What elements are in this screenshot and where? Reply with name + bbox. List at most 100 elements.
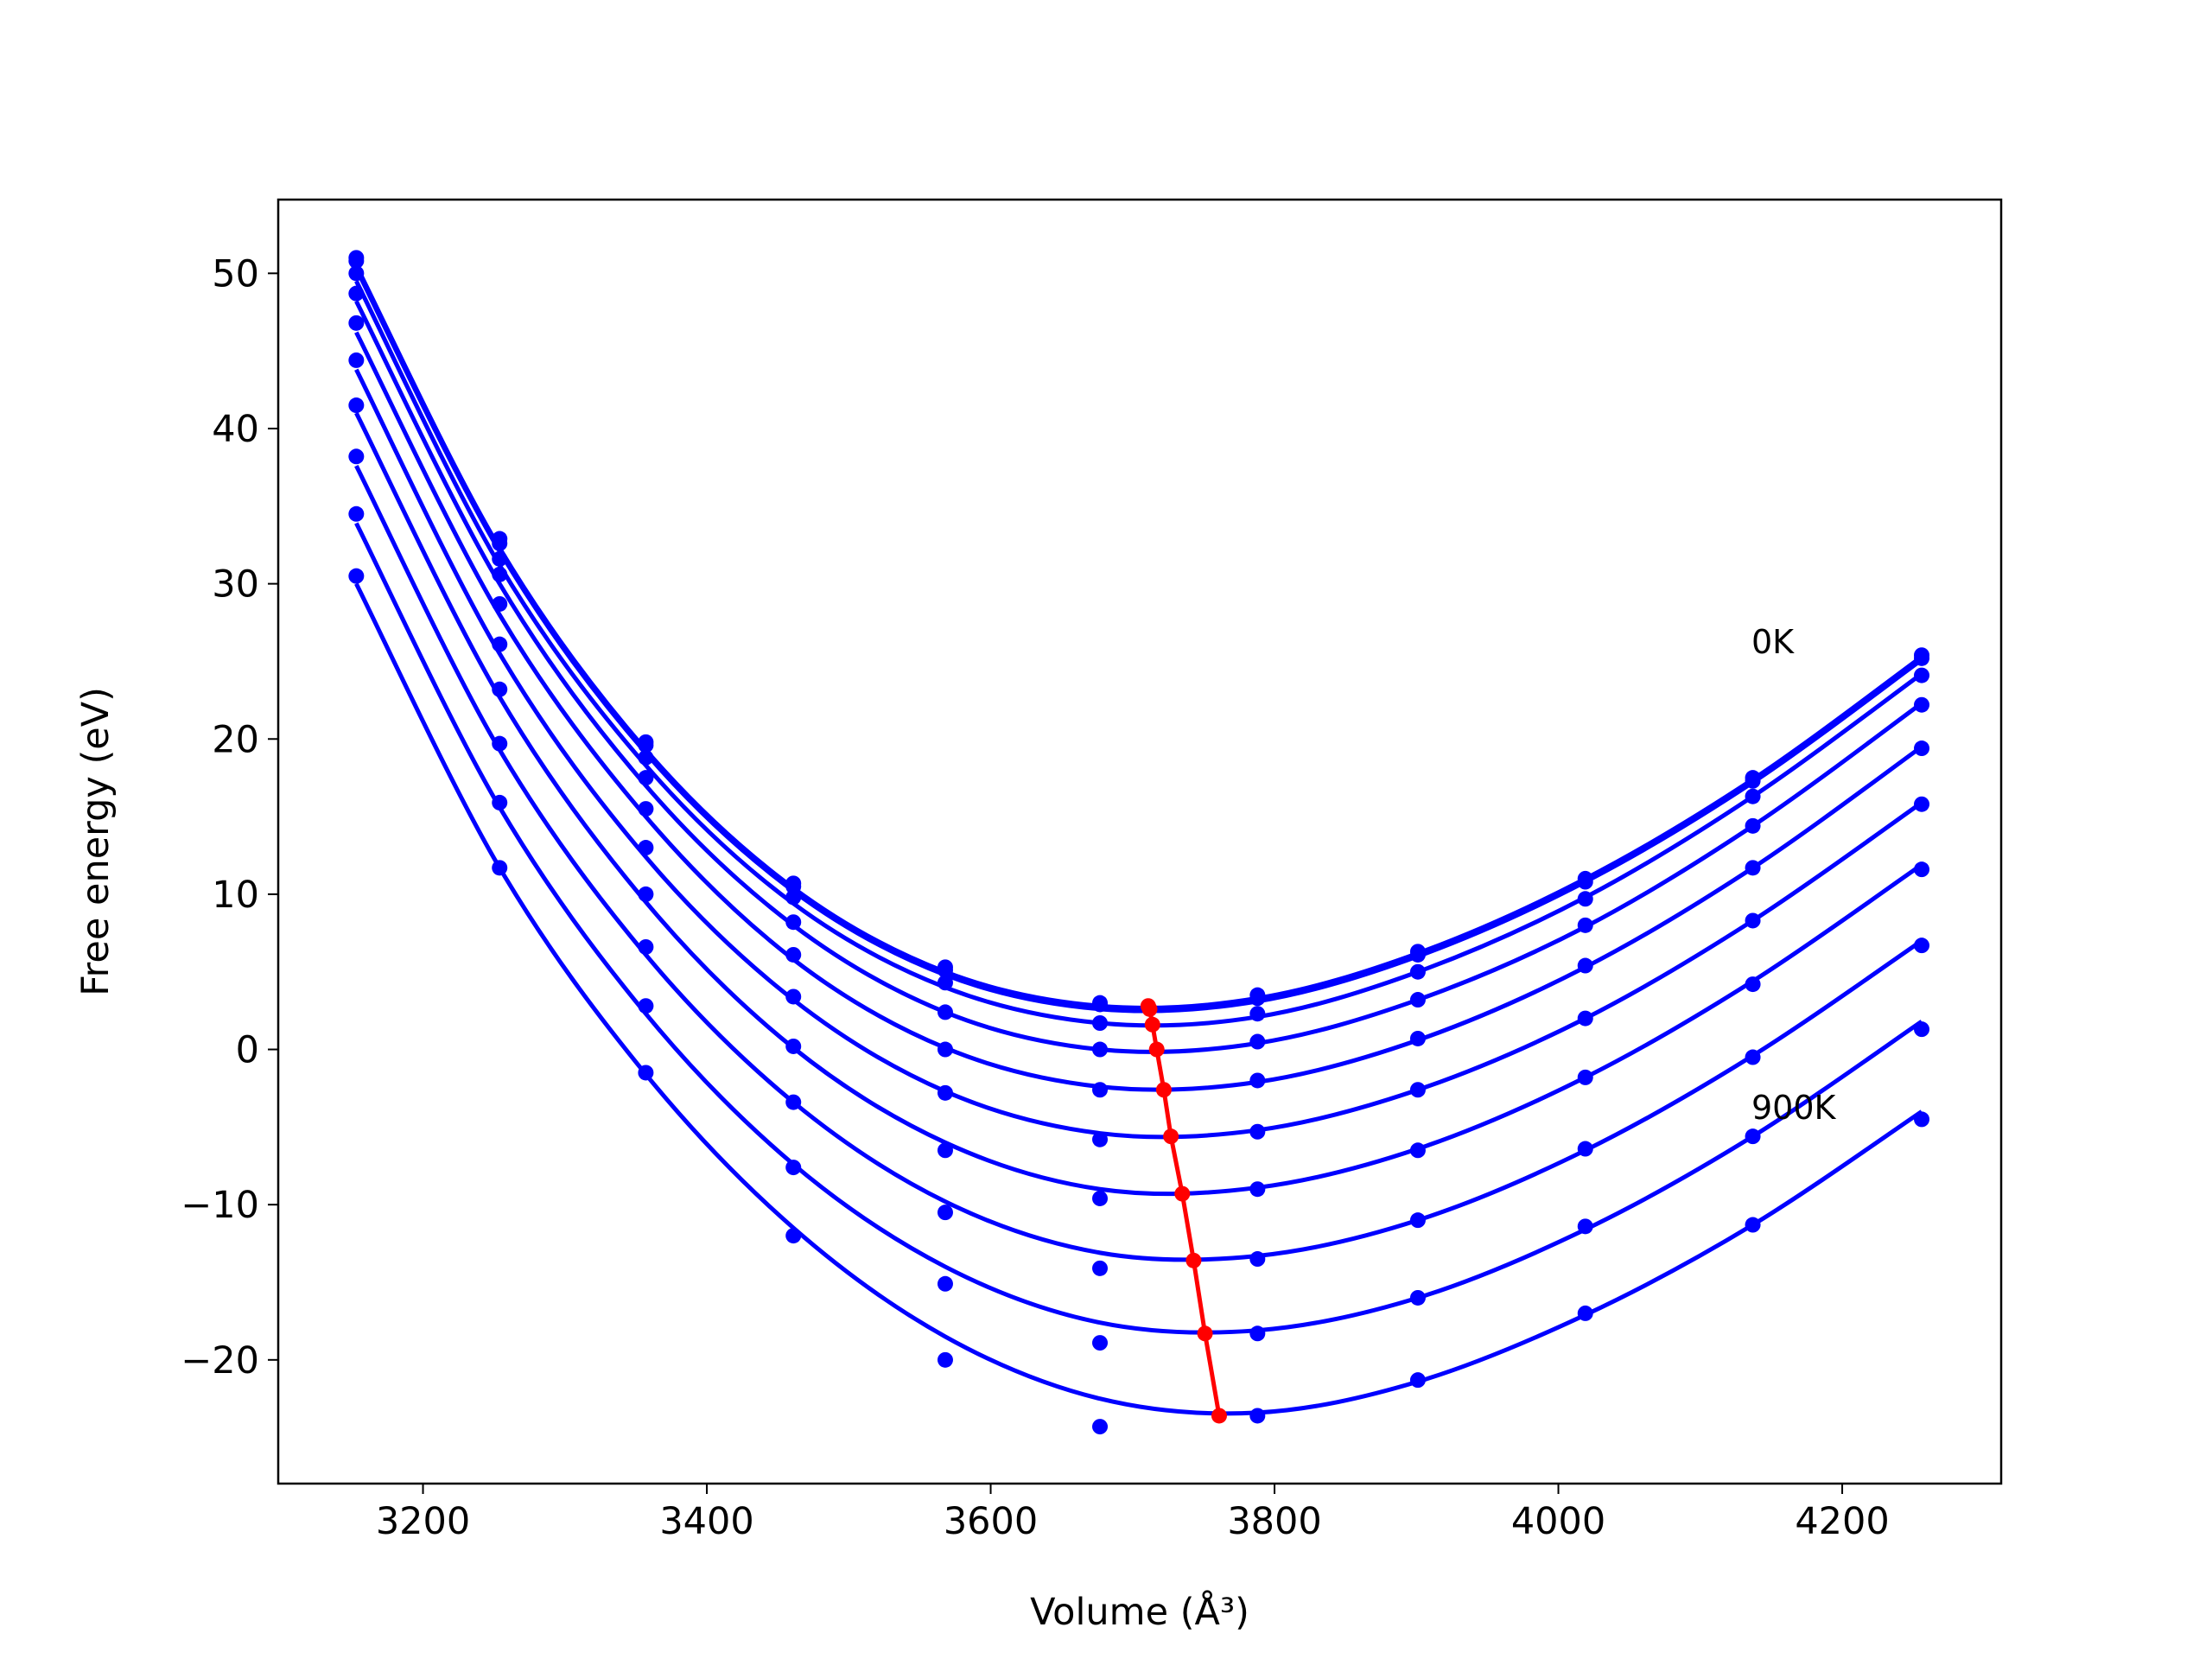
data-point (937, 1084, 953, 1101)
data-point (1092, 1335, 1109, 1351)
y-tick-label: −10 (181, 1184, 259, 1227)
data-point (785, 946, 802, 963)
data-point (1409, 1372, 1426, 1389)
data-point (1745, 1128, 1761, 1145)
minimum-point (1163, 1128, 1179, 1145)
data-point (1409, 963, 1426, 980)
data-point (492, 794, 508, 810)
annotation: 0K (1751, 623, 1795, 661)
data-point (1409, 1030, 1426, 1046)
data-point (785, 988, 802, 1005)
data-point (1914, 741, 1930, 757)
data-point (348, 448, 365, 465)
data-point (1745, 860, 1761, 876)
fit-curve (354, 300, 1923, 1054)
data-point (785, 878, 802, 894)
minimum-point (1174, 1185, 1191, 1202)
data-point (492, 566, 508, 582)
data-point (348, 397, 365, 414)
data-point (348, 568, 365, 584)
x-tick-label: 3400 (659, 1500, 753, 1543)
data-point (1409, 1142, 1426, 1159)
data-point (937, 962, 953, 978)
fit-curve (354, 267, 1923, 1014)
data-point (638, 998, 654, 1014)
data-point (1914, 1111, 1930, 1128)
data-point (1249, 990, 1266, 1007)
data-point (1577, 891, 1593, 907)
fit-curve (354, 368, 1923, 1140)
data-point (1409, 1289, 1426, 1306)
fit-curve (354, 582, 1923, 1416)
data-point (1577, 874, 1593, 890)
fit-curve (354, 331, 1923, 1092)
data-point (1249, 1325, 1266, 1342)
data-point (1745, 772, 1761, 789)
y-tick-label: −20 (181, 1339, 259, 1382)
data-point (1092, 1041, 1109, 1058)
data-point (1409, 946, 1426, 963)
minima-line (1146, 1005, 1222, 1416)
data-point (638, 749, 654, 766)
data-point (638, 938, 654, 955)
data-point (1092, 996, 1109, 1013)
data-point (492, 535, 508, 551)
data-point (348, 505, 365, 522)
x-axis-label: Volume (Å³) (1030, 1590, 1249, 1634)
data-point (492, 860, 508, 876)
y-axis-label: Free energy (eV) (74, 687, 118, 996)
data-point (1914, 650, 1930, 666)
data-point (348, 265, 365, 282)
data-point (1249, 1123, 1266, 1140)
data-point (937, 1004, 953, 1020)
data-point (1249, 1033, 1266, 1050)
y-tick-label: 30 (212, 563, 259, 607)
data-point (492, 681, 508, 697)
data-point (1577, 1010, 1593, 1027)
data-point (1914, 1021, 1930, 1038)
data-point (1914, 861, 1930, 878)
data-point (638, 801, 654, 817)
data-point (1249, 1072, 1266, 1089)
x-tick-label: 3800 (1227, 1500, 1321, 1543)
fit-curve (354, 411, 1923, 1197)
data-point (1914, 696, 1930, 713)
data-point (1409, 992, 1426, 1008)
data-point (1092, 1419, 1109, 1435)
data-point (348, 285, 365, 302)
data-point (1092, 1082, 1109, 1098)
data-point (937, 1205, 953, 1221)
data-point (937, 1041, 953, 1058)
data-point (1745, 1217, 1761, 1233)
data-point (348, 252, 365, 269)
y-tick-label: 40 (212, 408, 259, 451)
data-point (937, 1275, 953, 1292)
minimum-point (1197, 1325, 1213, 1342)
data-point (492, 735, 508, 752)
data-point (1745, 912, 1761, 929)
data-point (638, 886, 654, 902)
data-point (348, 315, 365, 331)
data-point (937, 1142, 953, 1159)
data-point (1745, 817, 1761, 834)
data-point (1249, 1006, 1266, 1022)
data-point (1577, 1305, 1593, 1321)
x-tick-label: 4200 (1795, 1500, 1889, 1543)
minimum-point (1141, 1001, 1158, 1017)
data-point (492, 595, 508, 612)
minimum-point (1155, 1082, 1172, 1098)
data-point (937, 975, 953, 991)
data-point (785, 889, 802, 906)
minimum-point (1211, 1408, 1227, 1424)
fit-curve (354, 464, 1923, 1262)
data-point (785, 914, 802, 931)
minimum-point (1148, 1041, 1165, 1058)
data-point (1577, 1218, 1593, 1235)
data-point (638, 737, 654, 753)
fit-curve (354, 280, 1923, 1028)
plot-frame (276, 198, 2003, 1485)
data-point (1914, 938, 1930, 954)
data-point (492, 636, 508, 652)
